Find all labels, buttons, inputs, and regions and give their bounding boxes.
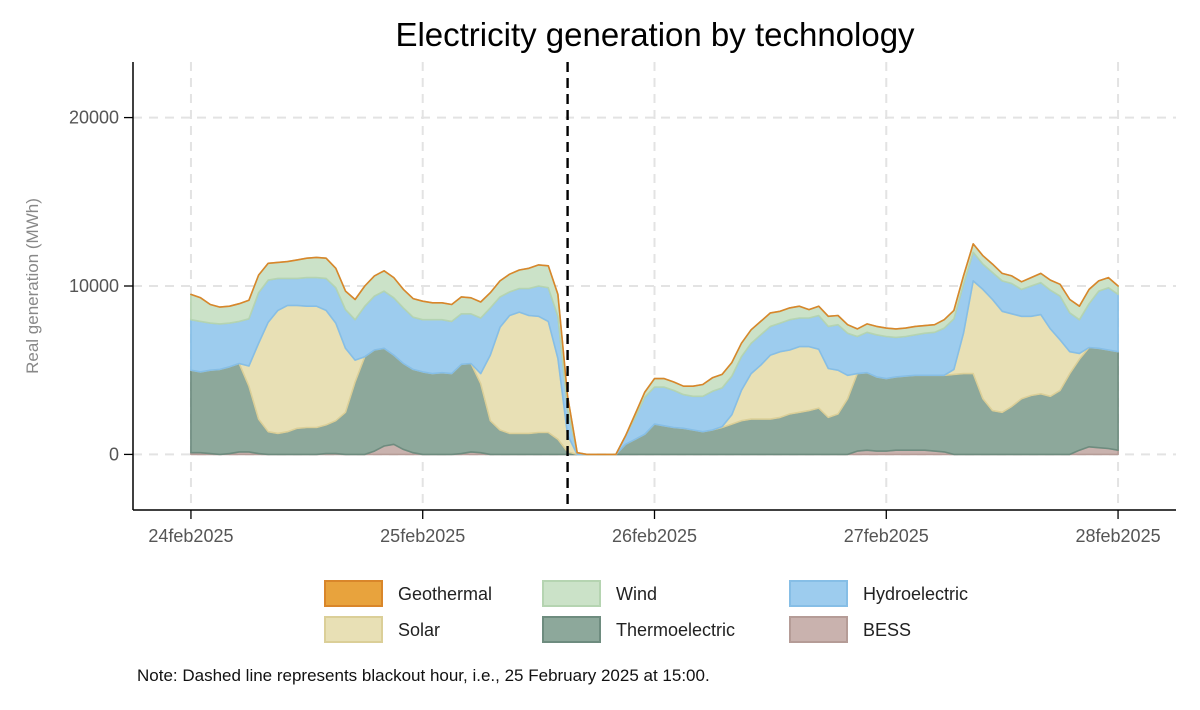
x-tick-label: 28feb2025	[1076, 526, 1161, 546]
legend-label-hydroelectric: Hydroelectric	[863, 584, 968, 604]
area-geothermal	[190, 243, 1119, 456]
legend-swatch-hydroelectric	[789, 580, 848, 607]
y-tick-label: 10000	[69, 276, 119, 296]
legend-swatch-bess	[789, 616, 848, 643]
x-tick-label: 27feb2025	[844, 526, 929, 546]
legend-label-thermoelectric: Thermoelectric	[616, 620, 735, 640]
x-tick-label: 24feb2025	[148, 526, 233, 546]
legend-swatch-solar	[324, 616, 383, 643]
legend-swatch-wind	[542, 580, 601, 607]
axes: 0 10000 20000 24feb2025 25feb2025 26feb2025 27…	[69, 62, 1176, 546]
chart-note: Note: Dashed line represents blackout ho…	[137, 666, 710, 685]
legend-label-bess: BESS	[863, 620, 911, 640]
legend-label-wind: Wind	[616, 584, 657, 604]
legend-label-geothermal: Geothermal	[398, 584, 492, 604]
x-tick-label: 25feb2025	[380, 526, 465, 546]
legend-label-solar: Solar	[398, 620, 440, 640]
y-axis-title: Real generation (MWh)	[23, 198, 42, 374]
stacked-areas	[190, 243, 1119, 456]
y-tick-label: 20000	[69, 108, 119, 128]
legend: Geothermal Wind Hydroelectric Solar Thermoel…	[324, 580, 968, 643]
x-tick-label: 26feb2025	[612, 526, 697, 546]
legend-swatch-geothermal	[324, 580, 383, 607]
chart-title: Electricity generation by technology	[395, 16, 915, 53]
y-tick-label: 0	[109, 444, 119, 464]
legend-swatch-thermoelectric	[542, 616, 601, 643]
